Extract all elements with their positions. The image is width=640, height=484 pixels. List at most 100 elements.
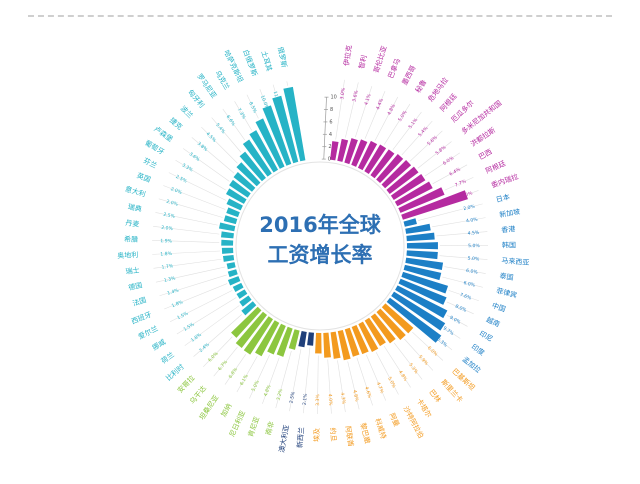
value-label: 6.7% <box>217 359 229 372</box>
category-label: 匈牙利 <box>186 88 206 110</box>
value-label: 5.0% <box>397 109 409 123</box>
bar <box>233 283 244 292</box>
category-label: 新加坡 <box>499 207 521 219</box>
value-label: 1.5% <box>183 321 197 333</box>
category-label: 孟加拉 <box>461 355 483 375</box>
bar <box>315 333 321 354</box>
axis-tick-label: 2 <box>328 144 331 150</box>
spoke-line <box>436 232 487 236</box>
bar <box>221 231 234 238</box>
value-label: 3.3% <box>315 393 321 405</box>
category-label: 荷兰 <box>159 350 176 366</box>
bar <box>222 248 233 254</box>
value-label: 4.7% <box>375 381 385 395</box>
category-label: 乌克兰 <box>213 69 231 92</box>
category-label: 波兰 <box>179 104 195 120</box>
axis-tick-label: 6 <box>329 119 332 125</box>
chart-title-line1: 2016年全球 <box>259 213 381 237</box>
value-label: 3.0% <box>339 87 347 100</box>
value-label: 4.3% <box>339 392 347 405</box>
category-label: 丹麦 <box>125 218 140 229</box>
value-label: 6.4% <box>449 166 463 177</box>
bar <box>407 242 438 249</box>
axis-tick-label: 8 <box>330 107 333 113</box>
category-label: 越南 <box>485 315 501 329</box>
category-label: 黎巴嫩 <box>359 422 373 445</box>
bar <box>404 218 417 227</box>
category-label: 智利 <box>357 54 369 70</box>
value-label: 5.0% <box>251 379 262 393</box>
value-label: 4.0% <box>327 394 334 407</box>
category-label: 阿联酋 <box>344 425 356 447</box>
category-label: 意大利 <box>124 184 147 199</box>
category-label: 香港 <box>501 224 516 234</box>
category-label: 土耳其 <box>260 50 274 73</box>
bar <box>221 240 233 246</box>
value-label: 3.6% <box>351 89 360 102</box>
category-label: 英国 <box>136 171 152 184</box>
spoke-line <box>393 112 422 150</box>
category-label: 巴拿马 <box>386 57 402 80</box>
value-label: 4.8% <box>263 384 273 398</box>
axis-tick-label: 4 <box>329 132 332 138</box>
value-label: 2.1% <box>302 393 309 406</box>
value-label: 5.6% <box>426 134 439 147</box>
category-label: 阿根廷 <box>438 92 459 114</box>
value-label: 7.3% <box>236 107 247 121</box>
value-label: 8.5% <box>247 101 258 115</box>
bar <box>228 269 238 277</box>
category-label: 爱尔兰 <box>137 324 160 342</box>
chart-title-line2: 工资增长率 <box>268 243 373 267</box>
category-label: 奥地利 <box>117 250 138 260</box>
category-label: 加纳 <box>219 402 234 419</box>
category-label: 伊拉克 <box>342 44 354 66</box>
category-label: 安哥拉 <box>175 373 196 394</box>
value-label: 1.3% <box>163 275 176 284</box>
category-label: 阿曼 <box>388 411 402 427</box>
spoke-line <box>402 121 432 155</box>
bar <box>406 233 434 241</box>
value-label: 2.0% <box>161 225 174 232</box>
bar <box>224 215 237 224</box>
category-label: 中国 <box>491 301 507 314</box>
category-label: 泰国 <box>499 271 514 282</box>
category-label: 南非 <box>264 420 276 436</box>
value-label: 1.9% <box>160 238 173 244</box>
value-label: 1.4% <box>167 287 181 296</box>
spoke-line <box>212 118 241 153</box>
value-label: 4.5% <box>205 131 218 144</box>
value-label: 7.7% <box>454 178 468 189</box>
category-label: 乌干达 <box>188 384 208 406</box>
category-label: 菲律宾 <box>495 286 518 300</box>
value-label: 1.8% <box>160 251 173 258</box>
category-label: 澳大利亚 <box>277 424 291 453</box>
value-label: 4.1% <box>363 93 373 107</box>
value-label: 6.0% <box>442 155 456 167</box>
value-label: 2.5% <box>163 212 176 220</box>
category-label: 巴西 <box>477 148 493 162</box>
category-label: 韩国 <box>502 241 516 250</box>
bar <box>298 331 306 347</box>
bar <box>406 250 437 259</box>
category-label: 埃及 <box>312 428 321 442</box>
top-dashed-divider <box>28 15 612 17</box>
category-label: 法国 <box>131 295 147 308</box>
category-label: 希腊 <box>124 234 138 243</box>
value-label: 6.0% <box>466 268 479 276</box>
category-label: 巴林 <box>427 387 443 404</box>
category-label: 比利时 <box>164 362 186 383</box>
category-label: 白俄罗斯 <box>241 48 259 77</box>
value-label: 2.5% <box>288 391 296 404</box>
value-label: 4.8% <box>351 389 360 402</box>
value-label: 5.0% <box>468 243 480 249</box>
category-label: 捷克 <box>168 115 184 131</box>
bar <box>223 255 234 262</box>
value-label: 1.5% <box>176 310 190 321</box>
value-label: 1.8% <box>171 299 185 309</box>
category-label: 挪威 <box>150 337 167 352</box>
category-label: 肯尼亚 <box>246 415 262 438</box>
value-label: 6.0% <box>207 350 220 363</box>
bar <box>228 276 240 285</box>
